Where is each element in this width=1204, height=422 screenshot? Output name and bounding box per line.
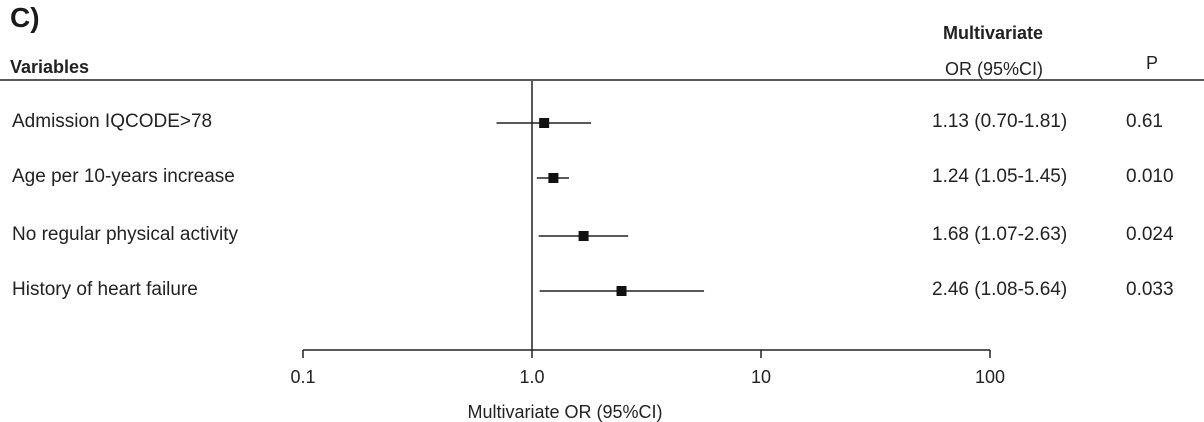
row-label: Admission IQCODE>78: [12, 111, 213, 132]
point-estimate: [539, 118, 550, 128]
point-estimate: [548, 173, 559, 183]
or-value: 1.68 (1.07-2.63): [932, 224, 1068, 245]
x-axis-label: Multivariate OR (95%CI): [467, 402, 662, 422]
x-tick-label: 0.1: [290, 367, 315, 387]
or-header-line2: OR (95%CI): [945, 59, 1044, 79]
x-tick-label: 100: [975, 367, 1005, 387]
p-value: 0.61: [1126, 111, 1163, 132]
or-value: 2.46 (1.08-5.64): [932, 279, 1068, 300]
or-value: 1.24 (1.05-1.45): [932, 166, 1068, 187]
x-tick-label: 10: [751, 367, 771, 387]
row-label: No regular physical activity: [12, 224, 238, 245]
x-tick-label: 1.0: [519, 367, 544, 387]
panel-label: C): [10, 2, 40, 33]
p-value: 0.024: [1126, 224, 1174, 245]
p-value: 0.010: [1126, 166, 1174, 187]
or-value: 1.13 (0.70-1.81): [932, 111, 1068, 132]
variables-header: Variables: [10, 57, 90, 77]
or-header-line1: Multivariate: [943, 23, 1044, 43]
row-label: Age per 10-years increase: [12, 166, 235, 187]
point-estimate: [616, 286, 627, 296]
point-estimate: [578, 231, 589, 241]
p-header: P: [1146, 53, 1159, 73]
row-label: History of heart failure: [12, 279, 198, 300]
p-value: 0.033: [1126, 279, 1174, 300]
